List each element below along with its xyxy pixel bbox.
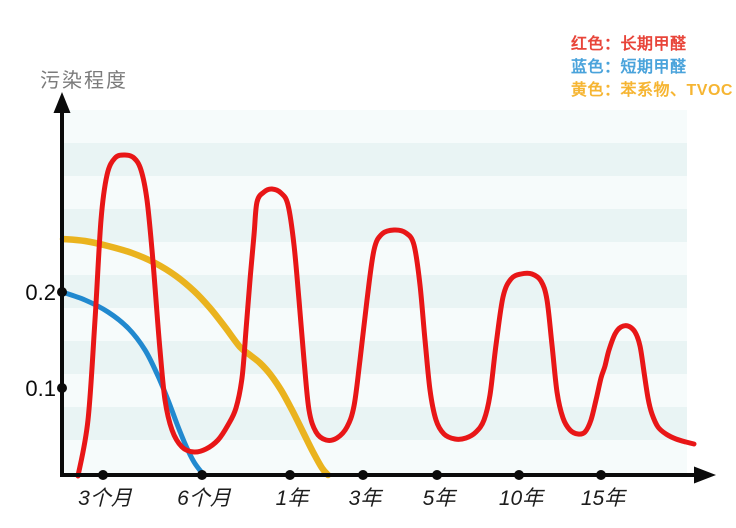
y-tick-label: 0.1	[25, 376, 56, 401]
y-tick-dot	[57, 287, 67, 297]
x-tick-dot	[197, 470, 207, 480]
legend: 红色：长期甲醛 蓝色：短期甲醛 黄色：苯系物、TVOC	[571, 33, 733, 102]
x-tick-label: 5年	[422, 487, 456, 510]
x-tick-label: 1年	[275, 487, 309, 510]
y-axis-title: 污染程度	[40, 70, 128, 92]
x-tick-dot	[358, 470, 368, 480]
legend-item-long-term-formaldehyde: 红色：长期甲醛	[571, 36, 687, 53]
tick-dots-layer	[57, 287, 606, 480]
x-tick-label: 3年	[348, 487, 382, 510]
x-tick-dot	[514, 470, 524, 480]
x-tick-label: 10年	[498, 487, 544, 510]
x-tick-dot	[285, 470, 295, 480]
curve-benzene-tvoc	[59, 235, 332, 479]
x-tick-dot	[432, 470, 442, 480]
x-tick-label: 6个月	[177, 487, 231, 510]
legend-item-benzene-tvoc: 黄色：苯系物、TVOC	[571, 82, 733, 99]
curves-layer	[59, 152, 697, 479]
y-tick-dot	[57, 383, 67, 393]
y-tick-label: 0.2	[25, 280, 56, 305]
x-tick-label: 3个月	[78, 487, 132, 510]
y-axis-arrow-icon	[53, 92, 71, 113]
x-tick-dot	[98, 470, 108, 480]
x-tick-label: 15年	[580, 487, 626, 510]
x-axis-arrow-icon	[694, 466, 716, 484]
curve-long-term-formaldehyde	[75, 152, 697, 479]
legend-item-short-term-formaldehyde: 蓝色：短期甲醛	[571, 59, 687, 76]
x-tick-dot	[596, 470, 606, 480]
